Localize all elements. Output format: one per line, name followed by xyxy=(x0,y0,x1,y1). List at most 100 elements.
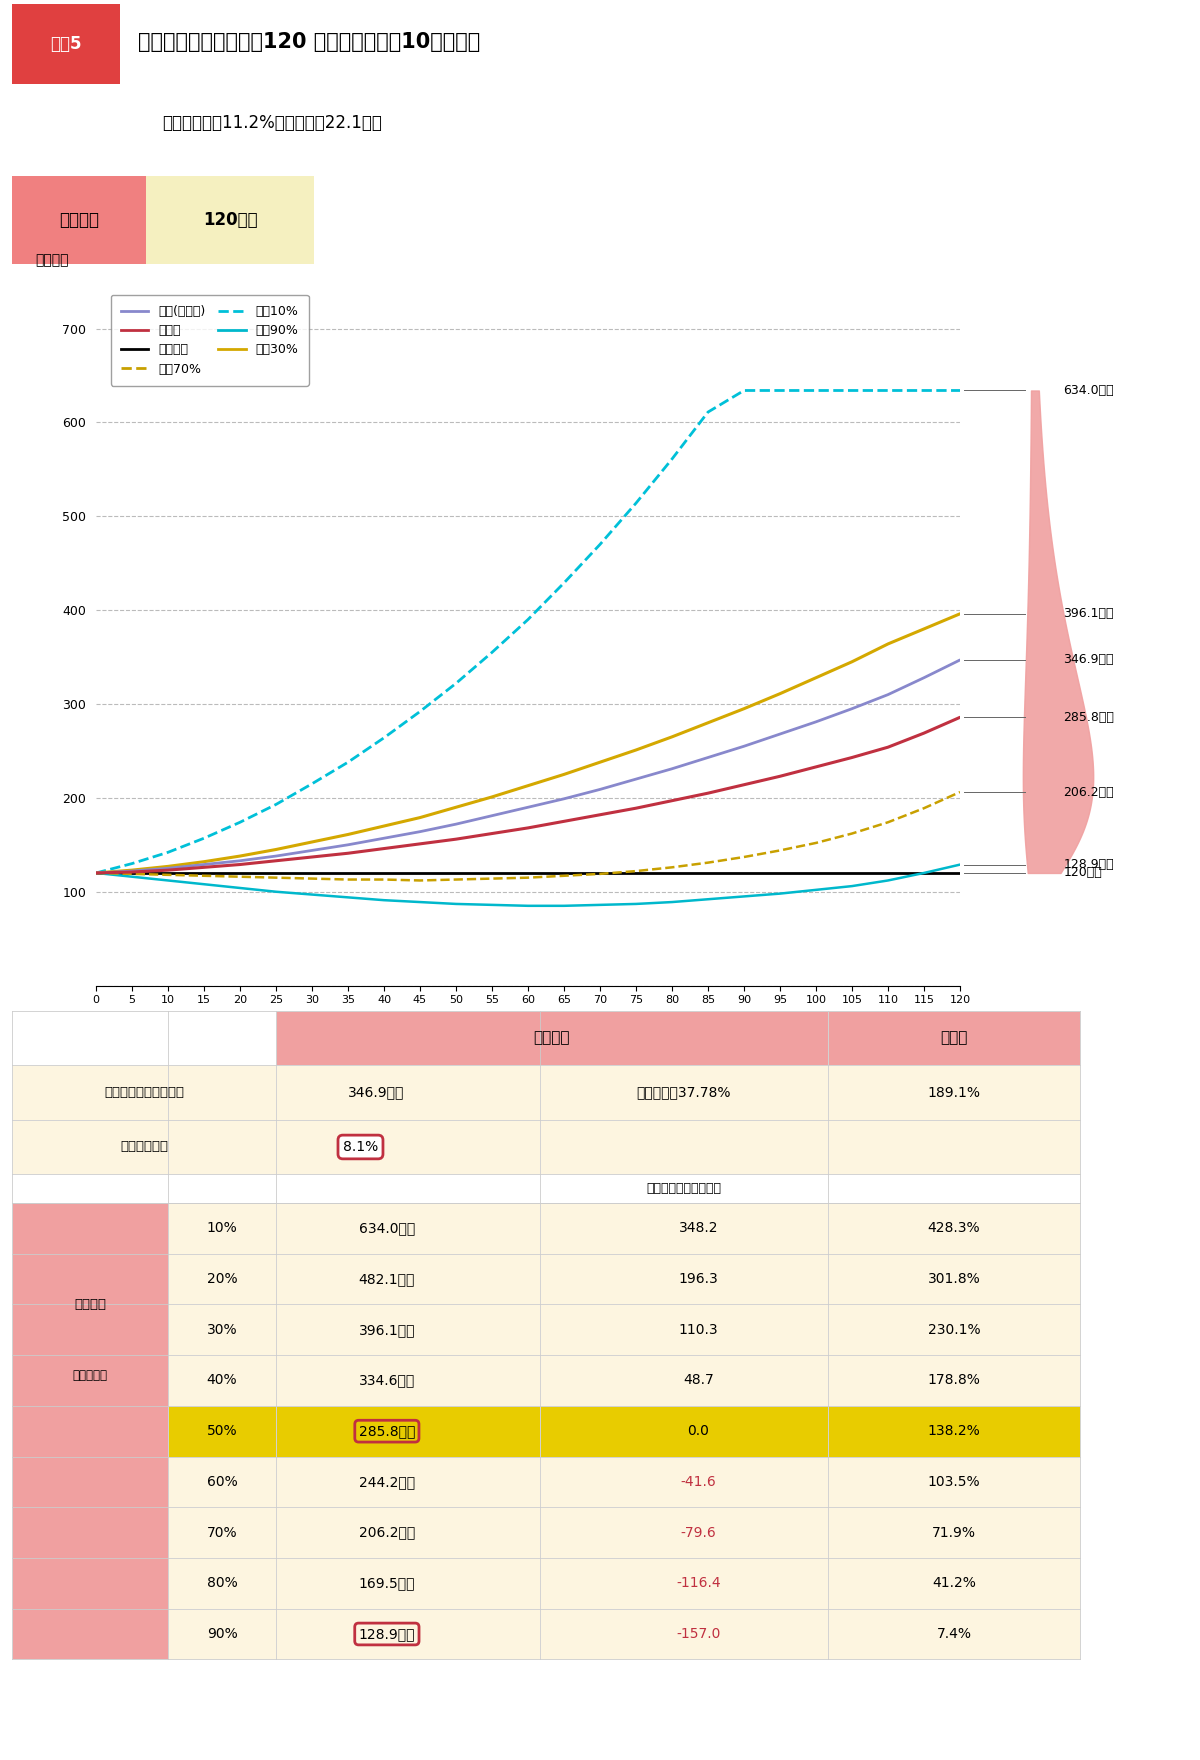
Bar xyxy=(828,1457,1080,1507)
Text: 8.1%: 8.1% xyxy=(343,1140,378,1155)
Text: 178.8%: 178.8% xyxy=(928,1373,980,1387)
Text: 20%: 20% xyxy=(206,1272,238,1287)
Text: 収益率: 収益率 xyxy=(941,1031,967,1045)
Text: -41.6: -41.6 xyxy=(680,1475,716,1489)
Text: 110.3: 110.3 xyxy=(678,1324,719,1338)
Bar xyxy=(540,1457,828,1507)
Text: 10%: 10% xyxy=(206,1221,238,1236)
Bar xyxy=(276,1457,540,1507)
Bar xyxy=(168,1558,276,1609)
Bar xyxy=(540,1204,828,1253)
Bar xyxy=(168,1507,276,1558)
Text: 128.9万円: 128.9万円 xyxy=(359,1626,415,1640)
Bar xyxy=(828,1253,1080,1304)
Bar xyxy=(276,1355,540,1406)
Text: 90%: 90% xyxy=(206,1626,238,1640)
Bar xyxy=(828,1507,1080,1558)
Text: -116.4: -116.4 xyxy=(676,1577,721,1591)
Bar xyxy=(12,4,120,84)
Bar xyxy=(168,1355,276,1406)
Text: 128.9万円: 128.9万円 xyxy=(1063,859,1114,871)
Text: 図表5: 図表5 xyxy=(50,35,82,53)
Bar xyxy=(828,1119,1080,1174)
Text: 634.0万円: 634.0万円 xyxy=(359,1221,415,1236)
Text: 169.5万円: 169.5万円 xyxy=(359,1577,415,1591)
Bar xyxy=(276,1065,540,1119)
Text: 80%: 80% xyxy=(206,1577,238,1591)
Text: 実現確率：37.78%: 実現確率：37.78% xyxy=(637,1086,731,1100)
Bar xyxy=(12,1119,168,1174)
Bar xyxy=(168,1204,276,1253)
Legend: 平均(期待値), 中央値, 運用総額, 確率70%, 確率10%, 確率90%, 確率30%: 平均(期待値), 中央値, 運用総額, 確率70%, 確率10%, 確率90%,… xyxy=(110,296,308,385)
Text: 396.1万円: 396.1万円 xyxy=(1063,607,1114,620)
Bar xyxy=(276,1558,540,1609)
Text: 348.2: 348.2 xyxy=(679,1221,718,1236)
Bar xyxy=(540,1558,828,1609)
Bar xyxy=(12,1204,168,1660)
Text: 346.9万円: 346.9万円 xyxy=(348,1086,404,1100)
Text: 41.2%: 41.2% xyxy=(932,1577,976,1591)
Text: 346.9万円: 346.9万円 xyxy=(1063,653,1114,667)
Text: -157.0: -157.0 xyxy=(677,1626,720,1640)
Text: 189.1%: 189.1% xyxy=(928,1086,980,1100)
Text: 196.3: 196.3 xyxy=(678,1272,719,1287)
Bar xyxy=(168,1253,276,1304)
Bar xyxy=(12,1174,1080,1204)
Bar xyxy=(276,1609,540,1660)
Text: 平均（期待リターン）: 平均（期待リターン） xyxy=(104,1086,184,1098)
Text: 206.2万円: 206.2万円 xyxy=(1063,785,1114,799)
Bar xyxy=(828,1558,1080,1609)
Text: 482.1万円: 482.1万円 xyxy=(359,1272,415,1287)
Text: 301.8%: 301.8% xyxy=(928,1272,980,1287)
Bar xyxy=(12,176,146,264)
Text: -79.6: -79.6 xyxy=(680,1526,716,1540)
Bar xyxy=(540,1609,828,1660)
Text: 138.2%: 138.2% xyxy=(928,1424,980,1438)
Bar xyxy=(146,176,314,264)
Bar xyxy=(276,1010,828,1065)
Text: 40%: 40% xyxy=(206,1373,238,1387)
Bar xyxy=(828,1204,1080,1253)
Bar xyxy=(168,1406,276,1457)
Bar xyxy=(168,1119,276,1174)
Text: 0.0: 0.0 xyxy=(688,1424,709,1438)
Text: 7.4%: 7.4% xyxy=(936,1626,972,1640)
Text: 先進国株式ファンドに120 万円一括投資、10年間運用: 先進国株式ファンドに120 万円一括投資、10年間運用 xyxy=(138,32,480,53)
Bar xyxy=(276,1304,540,1355)
Bar xyxy=(540,1355,828,1406)
Bar xyxy=(540,1119,828,1174)
Text: 120万円: 120万円 xyxy=(203,211,258,229)
Text: 230.1%: 230.1% xyxy=(928,1324,980,1338)
Text: 634.0万円: 634.0万円 xyxy=(1063,384,1114,398)
Bar xyxy=(828,1609,1080,1660)
Text: 実現確率: 実現確率 xyxy=(74,1297,106,1311)
Text: 285.8万円: 285.8万円 xyxy=(1063,711,1114,723)
Text: 70%: 70% xyxy=(206,1526,238,1540)
Bar xyxy=(168,1609,276,1660)
Bar xyxy=(540,1507,828,1558)
Bar xyxy=(828,1304,1080,1355)
Text: （ヵ月）: （ヵ月） xyxy=(977,1024,1007,1037)
Bar xyxy=(168,1457,276,1507)
Bar xyxy=(12,1065,168,1119)
Bar xyxy=(168,1304,276,1355)
Text: 206.2万円: 206.2万円 xyxy=(359,1526,415,1540)
Bar xyxy=(276,1204,540,1253)
Text: 投資総額: 投資総額 xyxy=(59,211,100,229)
Text: 50%: 50% xyxy=(206,1424,238,1438)
Bar xyxy=(540,1253,828,1304)
Text: 396.1万円: 396.1万円 xyxy=(359,1324,415,1338)
Text: 71.9%: 71.9% xyxy=(932,1526,976,1540)
Text: 285.8万円: 285.8万円 xyxy=(359,1424,415,1438)
Bar xyxy=(540,1065,828,1119)
Text: （中央値）: （中央値） xyxy=(72,1369,108,1382)
Text: 48.7: 48.7 xyxy=(683,1373,714,1387)
Text: 103.5%: 103.5% xyxy=(928,1475,980,1489)
Text: 334.6万円: 334.6万円 xyxy=(359,1373,415,1387)
Text: （中央値からの乖離）: （中央値からの乖離） xyxy=(647,1183,721,1195)
Bar xyxy=(276,1507,540,1558)
Bar xyxy=(276,1406,540,1457)
Text: （万円）: （万円） xyxy=(36,253,70,268)
Bar xyxy=(168,1065,276,1119)
Bar xyxy=(540,1304,828,1355)
